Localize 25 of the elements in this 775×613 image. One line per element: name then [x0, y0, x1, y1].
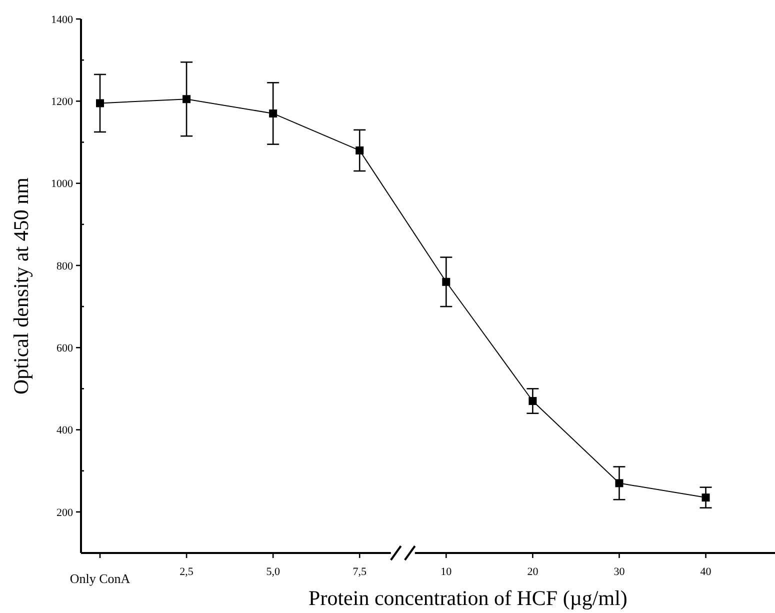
y-tick-label: 1000	[51, 178, 74, 190]
x-tick-label: Only ConA	[70, 571, 131, 586]
point	[615, 479, 624, 488]
y-tick-label: 400	[56, 424, 74, 437]
point	[96, 99, 104, 108]
y-tick-label: 1400	[51, 14, 74, 26]
y-tick-label: 200	[56, 506, 74, 519]
x-tick-label: 10	[440, 566, 452, 578]
x-tick-label: 5,0	[266, 566, 280, 578]
y-tick-label: 800	[56, 260, 74, 272]
x-axis-title: Protein concentration of HCF (µg/ml)	[308, 586, 628, 610]
y-axis-title: Optical density at 450 nm	[9, 178, 33, 394]
point	[182, 95, 191, 104]
x-tick-label: 20	[527, 566, 539, 578]
point	[269, 109, 278, 118]
point	[442, 278, 450, 286]
point	[356, 146, 364, 154]
x-tick-label: 30	[614, 566, 626, 578]
point	[528, 397, 537, 406]
x-tick-label: 40	[700, 566, 712, 578]
x-tick-label: 2,5	[180, 566, 194, 578]
point	[702, 494, 710, 502]
y-tick-label: 600	[56, 342, 74, 354]
y-tick-label: 1200	[51, 96, 74, 108]
x-tick-label: 7,5	[352, 566, 367, 578]
